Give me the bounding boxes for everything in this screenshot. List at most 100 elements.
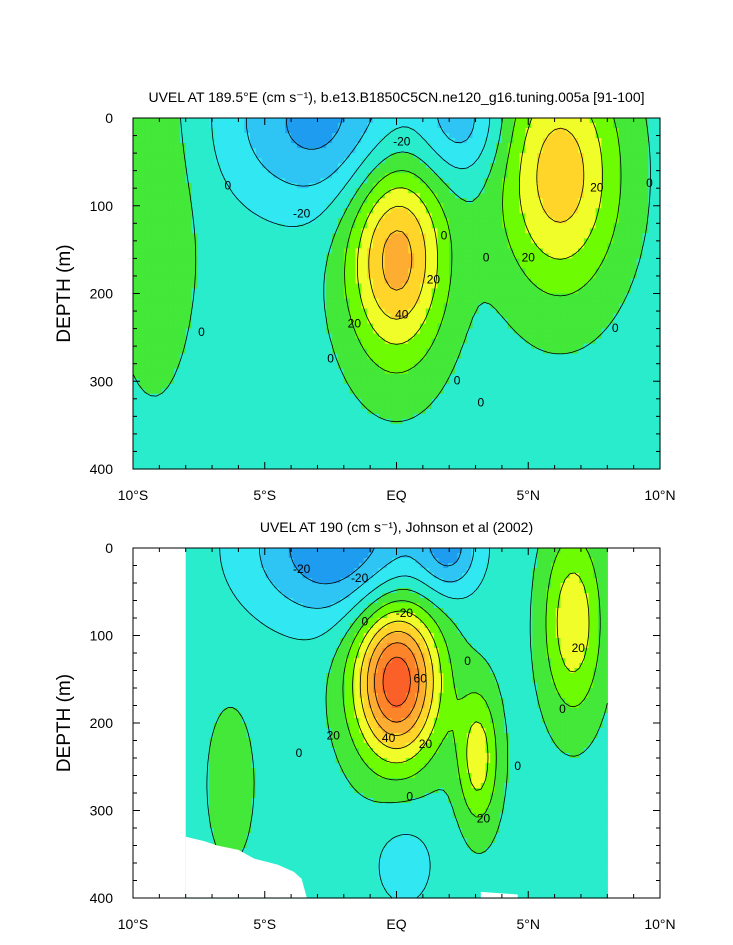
contour-cell (133, 348, 140, 355)
contour-cell (560, 133, 567, 139)
contour-cell (232, 198, 239, 204)
contour-cell (173, 293, 181, 300)
contour-cell (648, 153, 655, 159)
contour-cell (607, 383, 614, 390)
contour-cell (496, 323, 503, 330)
contour-cell (472, 378, 480, 385)
contour-cell (613, 168, 620, 174)
contour-cell (654, 368, 661, 375)
contour-cell (220, 243, 228, 249)
contour-cell (302, 293, 310, 300)
contour-cell (384, 323, 392, 330)
contour-cell (642, 348, 649, 355)
contour-cell (648, 318, 655, 325)
contour-cell (296, 318, 304, 325)
contour-cell (595, 183, 603, 189)
contour-cell (179, 178, 187, 184)
contour-cell (156, 188, 163, 194)
contour-cell (519, 253, 526, 259)
contour-cell (466, 308, 474, 315)
contour-cell (414, 158, 421, 164)
contour-cell (554, 298, 562, 305)
contour-cell (168, 353, 175, 360)
contour-cell (402, 393, 409, 400)
contour-cell (408, 238, 415, 244)
contour-cell (402, 383, 409, 390)
contour-cell (478, 253, 485, 259)
contour-cell (419, 303, 427, 310)
contour-cell (601, 233, 608, 239)
contour-cell (466, 333, 474, 340)
contour-cell (326, 388, 333, 395)
contour-cell (255, 163, 263, 169)
contour-cell (156, 128, 163, 134)
contour-cell (367, 228, 374, 234)
contour-cell (214, 313, 222, 320)
contour-cell (185, 333, 193, 340)
contour-cell (244, 153, 251, 159)
contour-cell (531, 333, 538, 340)
contour-cell (496, 183, 503, 189)
contour-cell (572, 128, 579, 134)
contour-cell (431, 363, 439, 370)
contour-cell (437, 163, 444, 169)
contour-cell (203, 298, 210, 305)
contour-cell (607, 253, 614, 259)
contour-cell (648, 188, 655, 194)
contour-cell (308, 203, 316, 209)
contour-cell (554, 153, 562, 159)
contour-cell (619, 298, 626, 305)
contour-cell (566, 238, 573, 244)
contour-cell (478, 178, 485, 184)
contour-cell (326, 158, 333, 164)
contour-cell (525, 153, 532, 159)
contour-cell (402, 353, 409, 360)
contour-cell (583, 268, 591, 275)
contour-cell (244, 243, 251, 249)
contour-cell (355, 143, 362, 149)
contour-cell (572, 278, 579, 285)
contour-cell (337, 348, 345, 355)
contour-cell (531, 303, 538, 310)
contour-cell (285, 283, 292, 290)
contour-cell (238, 313, 245, 320)
contour-cell (478, 248, 485, 254)
contour-cell (361, 158, 368, 164)
contour-cell (542, 163, 550, 169)
contour-cell (296, 283, 304, 290)
contour-cell (314, 313, 321, 320)
contour-cell (419, 138, 427, 144)
contour-cell (255, 123, 263, 129)
contour-cell (337, 388, 345, 395)
contour-cell (291, 348, 298, 355)
contour-cell (642, 118, 649, 124)
contour-cell (156, 358, 163, 365)
contour-cell (361, 138, 368, 144)
contour-cell (337, 328, 345, 335)
contour-cell (296, 388, 304, 395)
contour-cell (250, 308, 257, 315)
contour-cell (349, 188, 357, 194)
contour-cell (138, 323, 146, 330)
contour-cell (156, 243, 163, 249)
contour-cell (419, 158, 427, 164)
contour-cell (507, 228, 515, 234)
contour-cell (384, 143, 392, 149)
contour-cell (197, 228, 204, 234)
contour-cell (349, 263, 357, 270)
contour-cell (624, 188, 632, 194)
contour-cell (537, 338, 544, 345)
contour-cell (513, 118, 521, 124)
contour-cell (607, 268, 614, 275)
contour-cell (232, 263, 239, 270)
contour-cell (466, 138, 474, 144)
contour-cell (624, 323, 632, 330)
contour-cell (203, 153, 210, 159)
contour-cell (437, 313, 444, 320)
contour-cell (384, 253, 392, 259)
contour-cell (443, 138, 450, 144)
contour-cell (232, 188, 239, 194)
contour-cell (525, 208, 532, 214)
contour-cell (191, 288, 199, 295)
contour-cell (185, 273, 193, 280)
